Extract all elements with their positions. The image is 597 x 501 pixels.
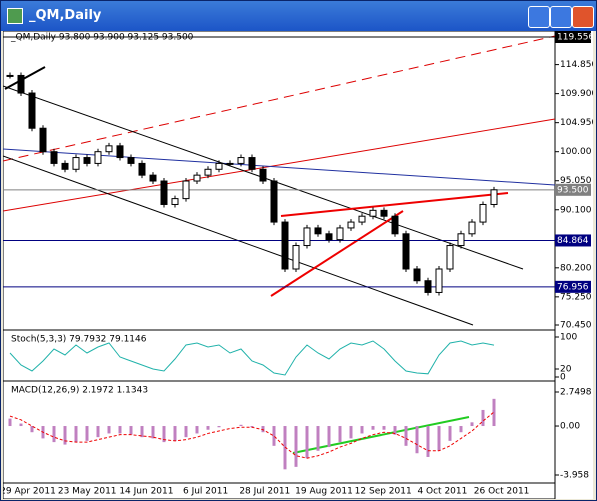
chart-area: _QM,Daily 93.800 93.900 93.125 93.500 St…: [3, 31, 593, 499]
candle: [369, 209, 377, 217]
level-tag: [555, 31, 591, 43]
axis-label: 109.900: [560, 89, 593, 99]
axis-label: 100.00: [560, 147, 592, 157]
level-label: 93.500: [557, 185, 589, 195]
candle: [435, 268, 443, 293]
candle: [237, 157, 245, 164]
date-label: 28 Jul 2011: [239, 487, 290, 497]
title-bar: _QM,Daily: [1, 1, 596, 31]
candle: [72, 157, 80, 170]
candle: [39, 127, 47, 153]
axis-label: 70.450: [560, 321, 592, 331]
axis-label: -3.958: [560, 471, 589, 481]
plot-frame: [3, 31, 556, 499]
candle: [6, 74, 14, 77]
axis-label: 104.950: [560, 118, 593, 128]
axis-label: 80.200: [560, 263, 592, 273]
candle: [171, 198, 179, 205]
candle: [160, 180, 168, 205]
date-label: 12 Sep 2011: [355, 487, 412, 497]
level-tag: [555, 234, 591, 247]
candle: [127, 157, 135, 164]
candle: [468, 221, 476, 235]
candle: [116, 145, 124, 159]
candle: [479, 203, 487, 223]
candle: [182, 180, 190, 200]
candle: [281, 221, 289, 270]
level-label: 76.956: [557, 282, 589, 292]
candle: [336, 227, 344, 241]
candle: [149, 174, 157, 182]
date-label: 6 Jul 2011: [183, 487, 228, 497]
stoch-header: Stoch(5,3,3) 79.7932 79.1146: [11, 335, 147, 345]
candle: [314, 227, 322, 235]
candle: [325, 233, 333, 241]
date-label: 14 Jun 2011: [119, 487, 173, 497]
candle: [347, 221, 355, 229]
candle: [248, 157, 256, 170]
candle: [17, 74, 25, 94]
minimize-button[interactable]: [528, 6, 550, 28]
candle: [204, 168, 212, 176]
candle: [380, 209, 388, 217]
axis-label: 90.100: [560, 205, 592, 215]
candle: [490, 189, 498, 205]
candle: [83, 157, 91, 164]
signal-line: [9, 411, 495, 459]
candle: [457, 233, 465, 247]
axis-label: 114.850: [560, 60, 593, 70]
candle: [292, 245, 300, 270]
trendline: [280, 192, 509, 217]
axis-label: 0: [560, 373, 566, 383]
level-label: 119.556: [557, 33, 593, 43]
candle: [303, 227, 311, 247]
level-tag: [555, 183, 591, 196]
candle: [193, 174, 201, 182]
level-tag: [555, 280, 591, 293]
candle: [270, 180, 278, 223]
axis-label: 2.7498: [560, 388, 592, 398]
window-title: _QM,Daily: [29, 8, 102, 23]
candle: [105, 145, 113, 153]
candle: [138, 162, 146, 176]
date-label: 26 Oct 2011: [474, 487, 530, 497]
candle: [391, 215, 399, 235]
trendline: [3, 118, 556, 212]
candle: [358, 215, 366, 223]
axis-label: 75.250: [560, 292, 592, 302]
candle: [424, 280, 432, 293]
date-label: 29 Apr 2011: [3, 487, 56, 497]
date-label: 4 Oct 2011: [417, 487, 467, 497]
level-label: 84.864: [557, 236, 589, 246]
candle: [413, 268, 421, 282]
axis-label: 0.00: [560, 422, 580, 432]
candle: [94, 151, 102, 164]
axis-label: 95.050: [560, 176, 592, 186]
axis-label: 20: [560, 365, 572, 375]
candle: [28, 92, 36, 129]
trendline: [4, 66, 46, 90]
candle: [259, 168, 267, 182]
maximize-button[interactable]: [550, 6, 572, 28]
candle: [446, 245, 454, 270]
candle: [402, 233, 410, 270]
app-icon: [7, 8, 23, 24]
date-label: 23 May 2011: [58, 487, 117, 497]
candle: [61, 162, 69, 170]
axis-label: 100: [560, 333, 577, 343]
trendline: [270, 210, 404, 297]
candle: [226, 162, 234, 165]
candle: [50, 151, 58, 164]
macd-header: MACD(12,26,9) 2.1972 1.1343: [11, 386, 148, 396]
stoch-line: [9, 340, 495, 376]
divergence-line: [292, 416, 470, 454]
date-label: 19 Aug 2011: [295, 487, 353, 497]
candle: [215, 162, 223, 170]
close-button[interactable]: [572, 6, 594, 28]
trendline: [3, 35, 556, 162]
